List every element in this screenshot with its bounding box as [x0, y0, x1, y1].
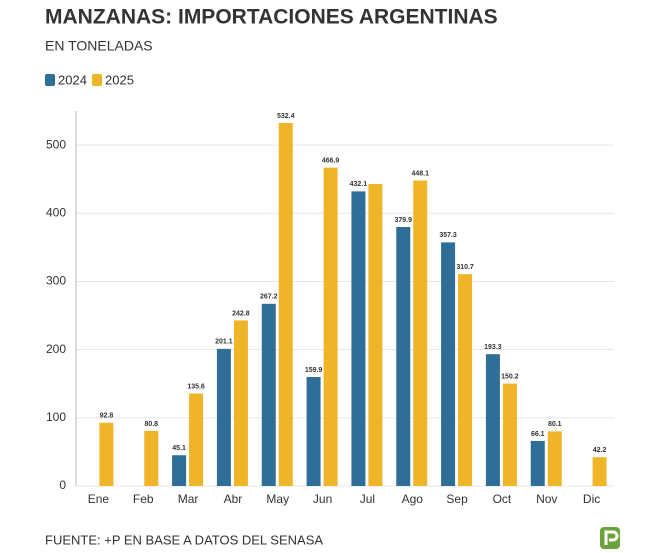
data-label: 159.9 [305, 367, 323, 374]
x-tick-label: Oct [493, 492, 512, 506]
data-label: 357.3 [439, 232, 457, 239]
bar [172, 455, 187, 486]
logo-glyph [604, 530, 619, 545]
y-tick-label: 200 [46, 342, 66, 356]
data-label: 150.2 [501, 373, 519, 380]
bar [396, 226, 411, 486]
bar [458, 274, 473, 486]
data-label: 448.1 [411, 170, 429, 177]
data-label: 42.2 [593, 447, 607, 454]
data-label: 432.1 [350, 181, 368, 188]
data-label: 201.1 [215, 339, 233, 346]
x-tick-label: Mar [178, 492, 199, 506]
y-tick-label: 400 [46, 205, 66, 219]
data-label: 466.9 [322, 158, 340, 165]
y-tick-label: 100 [46, 410, 66, 424]
chart-subtitle: EN TONELADAS [45, 38, 153, 54]
logo [600, 527, 620, 549]
x-tick-label: Feb [133, 492, 154, 506]
source-note: FUENTE: +P EN BASE A DATOS DEL SENASA [45, 532, 323, 547]
data-label: 193.3 [484, 344, 502, 351]
x-tick-label: Ago [402, 492, 424, 506]
y-tick-label: 500 [46, 137, 66, 151]
bar [216, 348, 231, 486]
bar [189, 393, 204, 486]
data-label: 92.8 [100, 413, 114, 420]
bar [144, 430, 159, 486]
data-label: 379.9 [394, 217, 412, 224]
data-label: 242.8 [232, 310, 250, 317]
legend-swatch [45, 74, 55, 86]
bar [413, 180, 428, 486]
x-tick-label: Sep [446, 492, 468, 506]
y-tick-label: 0 [59, 478, 66, 492]
bar [323, 167, 338, 486]
bar [306, 376, 321, 486]
x-tick-label: May [266, 492, 289, 506]
bar [547, 431, 562, 486]
data-label: 267.2 [260, 294, 278, 301]
legend-label: 2024 [58, 72, 87, 87]
data-label: 532.4 [277, 113, 295, 120]
chart-title: MANZANAS: IMPORTACIONES ARGENTINAS [45, 6, 498, 29]
x-tick-label: Dic [583, 492, 600, 506]
bar [261, 303, 276, 486]
data-label: 310.7 [456, 264, 474, 271]
bar [99, 422, 114, 486]
x-tick-label: Abr [224, 492, 243, 506]
legend-swatch [92, 74, 102, 86]
x-tick-label: Jul [360, 492, 375, 506]
bar [502, 383, 517, 486]
bar [351, 191, 366, 487]
data-label: 80.1 [548, 421, 562, 428]
x-tick-label: Ene [88, 492, 110, 506]
x-tick-label: Nov [536, 492, 557, 506]
data-label: 135.6 [187, 383, 205, 390]
bar [233, 320, 248, 486]
data-label: 45.1 [172, 445, 186, 452]
bar [485, 354, 500, 486]
bar [530, 440, 545, 486]
bar [278, 123, 293, 486]
bar [441, 242, 456, 486]
y-tick-label: 300 [46, 274, 66, 288]
legend-label: 2025 [105, 72, 134, 87]
bar [592, 457, 607, 486]
data-label: 80.8 [144, 421, 158, 428]
bar [368, 183, 383, 487]
x-tick-label: Jun [313, 492, 332, 506]
data-label: 66.1 [531, 431, 545, 438]
